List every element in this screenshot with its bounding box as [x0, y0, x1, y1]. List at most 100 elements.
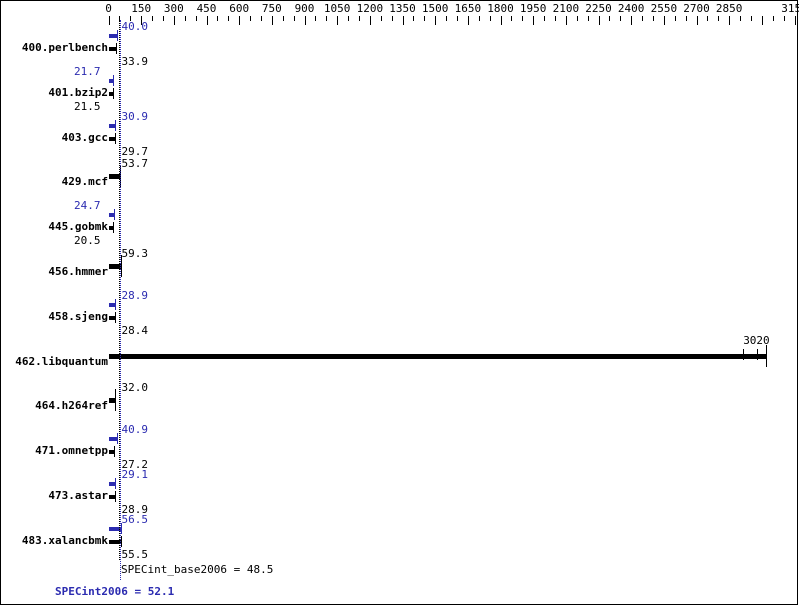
benchmark-label: 483.xalancbmk	[21, 533, 108, 547]
value-label-peak: 28.9	[121, 288, 149, 302]
value-label-base: 27.2	[121, 458, 149, 472]
bar-base	[108, 450, 115, 455]
bar-base	[108, 136, 115, 141]
benchmark-label: 400.perlbench	[21, 41, 108, 54]
axis-tick-minor	[707, 16, 708, 21]
axis-tick-label: 600	[229, 2, 250, 15]
axis-tick-label: 1950	[519, 2, 547, 15]
axis-tick-major	[109, 16, 110, 25]
bar-base	[108, 495, 115, 499]
benchmark-label: 401.bzip2	[48, 85, 108, 99]
bar-peak	[108, 78, 114, 83]
value-label: 59.3	[121, 247, 149, 260]
axis-tick-label: 1050	[323, 2, 351, 15]
bar-peak-endcap	[113, 74, 115, 86]
axis-tick-minor	[555, 16, 556, 21]
axis-tick-major	[697, 16, 698, 25]
axis-tick-minor	[392, 16, 393, 21]
axis-tick-minor	[675, 16, 676, 21]
bar-endcap	[121, 255, 123, 277]
axis-tick-minor	[294, 16, 295, 21]
axis-tick-label: 750	[261, 2, 282, 15]
bar-base	[108, 315, 115, 320]
axis-tick-major	[533, 16, 534, 25]
axis-tick-minor	[163, 16, 164, 21]
bar-peak-endcap	[114, 298, 116, 310]
axis-tick-minor	[424, 16, 425, 21]
axis-tick-major	[566, 16, 567, 25]
base-mean-label: SPECint_base2006 = 48.5	[121, 563, 274, 576]
axis-tick-major	[762, 16, 763, 25]
bar-merged	[108, 398, 116, 404]
axis-tick-major	[403, 16, 404, 25]
value-label-base: 29.7	[121, 144, 149, 158]
axis-tick-minor	[228, 16, 229, 21]
bar-peak-endcap	[113, 209, 115, 221]
axis-tick-major	[599, 16, 600, 25]
axis-tick-minor	[653, 16, 654, 21]
benchmark-label: 456.hmmer	[48, 265, 108, 278]
axis-tick-minor	[522, 16, 523, 21]
bar-merged	[108, 264, 122, 269]
axis-tick-major	[501, 16, 502, 25]
value-label-base: 21.5	[74, 99, 101, 113]
value-label-base: 28.4	[121, 323, 149, 337]
axis-tick-label: 1650	[454, 2, 482, 15]
bar-endcap	[766, 344, 768, 367]
benchmark-label: 462.libquantum	[15, 354, 108, 368]
peak-mean-label: SPECint2006 = 52.1	[55, 585, 175, 598]
bar-base	[108, 47, 116, 51]
axis-tick-major	[337, 16, 338, 25]
bar-merged	[108, 174, 121, 180]
axis-tick-minor	[544, 16, 545, 21]
axis-tick-minor	[315, 16, 316, 21]
axis-tick-minor	[326, 16, 327, 21]
bar-peak	[108, 437, 118, 442]
bar-peak-endcap	[120, 522, 122, 534]
bar-peak	[108, 526, 121, 531]
axis-tick-major	[631, 16, 632, 25]
bar-merged	[108, 353, 767, 359]
bar-tick	[743, 348, 745, 360]
axis-tick-minor	[718, 16, 719, 21]
axis-tick-minor	[185, 16, 186, 21]
benchmark-label: 403.gcc	[61, 130, 108, 144]
axis-tick-major	[141, 16, 142, 25]
bar-base-endcap	[114, 132, 116, 144]
value-label-base: 33.9	[121, 55, 149, 68]
axis-tick-label: 2550	[650, 2, 678, 15]
value-label-peak: 24.7	[74, 199, 101, 213]
value-label: 3020	[743, 333, 770, 347]
axis-tick-minor	[196, 16, 197, 21]
benchmark-label: 473.astar	[48, 489, 108, 502]
value-label: 53.7	[121, 157, 149, 171]
axis-tick-label: 1200	[356, 2, 384, 15]
axis-tick-major	[174, 16, 175, 25]
axis-tick-minor	[686, 16, 687, 21]
bar-base-endcap	[115, 43, 117, 54]
bar-base-endcap	[113, 87, 115, 99]
axis-tick-label: 1350	[389, 2, 416, 15]
axis-tick-minor	[620, 16, 621, 21]
axis-tick-minor	[490, 16, 491, 21]
axis-tick-label: 1800	[487, 2, 514, 15]
bar-base-endcap	[114, 446, 116, 458]
axis-tick-label: 2100	[552, 2, 580, 15]
axis-tick-label: 900	[294, 2, 315, 15]
axis-tick-major	[272, 16, 273, 25]
axis-tick-label: 1500	[421, 2, 449, 15]
value-label-base: 28.9	[121, 503, 149, 516]
axis-tick-minor	[130, 16, 131, 21]
axis-tick-minor	[381, 16, 382, 21]
value-label-peak: 56.5	[121, 512, 149, 526]
value-label-peak: 29.1	[121, 468, 149, 481]
peak-mean-line	[120, 20, 122, 580]
axis-tick-major	[435, 16, 436, 25]
axis-tick-label: 3150	[781, 2, 799, 15]
value-label: 32.0	[121, 381, 149, 395]
axis-tick-minor	[348, 16, 349, 21]
bar-base-endcap	[114, 491, 116, 502]
axis-tick-major	[664, 16, 665, 25]
bar-base	[108, 539, 121, 544]
